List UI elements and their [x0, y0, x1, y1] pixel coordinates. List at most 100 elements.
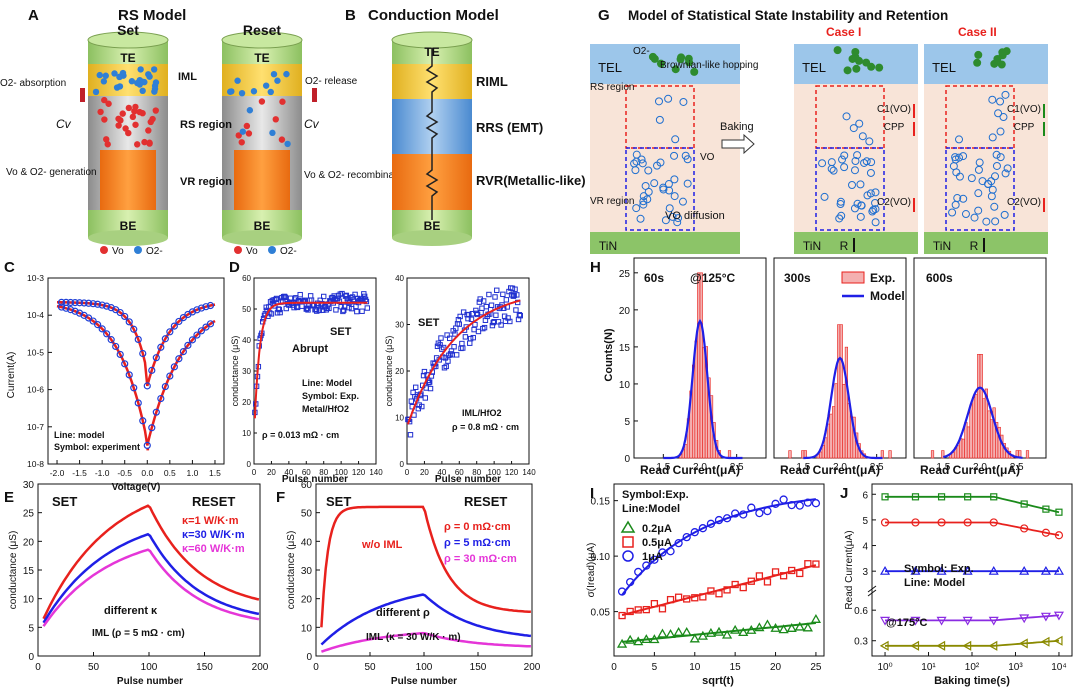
data-point	[788, 566, 796, 575]
o2-ion	[656, 59, 665, 68]
vo-vacancy	[871, 198, 880, 207]
data-point	[492, 294, 498, 300]
tick-label: 30	[242, 367, 251, 376]
data-point	[426, 379, 433, 385]
legend-symbol: Symbol: Exp.	[302, 391, 359, 401]
o2-ion	[152, 79, 160, 86]
data-point	[715, 590, 723, 598]
tick-label: 50	[364, 662, 376, 673]
data-point	[1041, 528, 1051, 537]
vo-vacancy	[836, 200, 845, 209]
tick-label: 0.0	[141, 468, 153, 478]
data-point	[440, 344, 447, 351]
tick-label: 0	[35, 662, 41, 673]
vo-vacancy	[650, 179, 659, 188]
vo-vacancy	[654, 97, 663, 106]
data-point	[779, 572, 788, 580]
data-point	[513, 307, 519, 313]
temp-label: @125°C	[690, 271, 736, 285]
histogram-bar	[819, 451, 823, 459]
legend-s1: 0.2μA	[642, 523, 672, 535]
tick-label: 10-6	[27, 385, 44, 395]
data-point	[723, 586, 731, 594]
tin-layer	[924, 232, 1048, 254]
vo-vacancy	[991, 217, 1000, 226]
series-lines	[42, 504, 260, 627]
data-point	[936, 640, 946, 651]
vo-vacancy	[1003, 164, 1012, 173]
data-point	[197, 327, 206, 335]
ion	[245, 130, 253, 137]
data-point	[483, 303, 490, 310]
data-point	[445, 358, 451, 364]
vr-box	[945, 147, 1015, 231]
o2-ion	[128, 78, 136, 85]
data-point	[626, 577, 635, 587]
tick-label: 2.5	[870, 462, 884, 473]
o2-ion	[274, 77, 281, 84]
data-point	[299, 303, 305, 309]
vo-vacancy	[868, 207, 877, 216]
different-k-label: different κ	[104, 605, 158, 617]
histogram-bar	[834, 383, 838, 459]
data-point	[881, 493, 889, 501]
axis-ticks: 0 5 10 15 20 25 0.05 0.10 0.15	[591, 497, 822, 673]
vo-vacancy	[992, 161, 1001, 170]
tick-label: 0	[405, 468, 410, 477]
vo-ion	[97, 108, 104, 116]
vo-vacancy	[835, 214, 844, 223]
histogram-bar	[842, 384, 846, 459]
cpp-label: CPP	[1014, 122, 1035, 133]
y-axis-label: conductance (μS)	[286, 531, 297, 610]
o2-ion	[875, 63, 884, 72]
data-point	[121, 360, 129, 368]
histogram-bar	[880, 450, 884, 459]
vo-vacancy	[855, 119, 864, 128]
vo-vacancy	[858, 132, 867, 141]
data-point	[467, 340, 473, 346]
tick-label: 140	[369, 468, 383, 477]
data-point	[103, 302, 111, 310]
histogram-bar	[930, 450, 935, 459]
vo-ion	[103, 136, 110, 143]
vo-vacancy	[671, 135, 680, 144]
tick-label: 1.0	[186, 468, 198, 478]
tick-label: 140	[522, 468, 536, 477]
data-point	[57, 303, 66, 311]
x-axis-label: Pulse number	[117, 676, 183, 687]
release-label: O2- release	[305, 76, 358, 87]
data-point	[408, 398, 415, 404]
data-point	[689, 633, 700, 643]
rs-region-label: RS region	[180, 119, 232, 131]
data-point	[479, 305, 485, 311]
data-point	[459, 340, 465, 347]
vo-vacancy	[999, 113, 1008, 122]
vo-label: VO	[700, 152, 715, 163]
data-point	[937, 493, 946, 501]
data-point	[184, 341, 192, 349]
legend-r3: ρ = 30 mΩ·cm	[444, 553, 517, 565]
histogram-bar	[844, 346, 849, 459]
o2-ion	[102, 72, 109, 79]
tick-label: 2.5	[730, 462, 744, 473]
o2-legend-icon	[268, 246, 276, 254]
tick-label: 1.5	[936, 462, 950, 473]
data-point	[277, 309, 283, 316]
data-point	[157, 394, 165, 403]
cpp-label: CPP	[884, 122, 905, 133]
tin-layer	[794, 232, 918, 254]
te-label: TE	[254, 51, 269, 65]
y-axis-label: Counts(N)	[603, 328, 615, 381]
panel-letter-c: C	[4, 259, 15, 276]
vo-vacancy	[853, 151, 862, 160]
legend-o2: O2-	[280, 246, 297, 257]
vo-diffusion-label: VO diffusion	[665, 210, 725, 222]
abrupt-label: Abrupt	[292, 343, 328, 355]
data-point	[1042, 505, 1050, 513]
data-point	[705, 627, 717, 637]
data-point	[731, 509, 740, 518]
histogram-bar	[702, 346, 706, 459]
data-point	[755, 572, 764, 580]
tick-label: 0	[400, 460, 405, 469]
data-point	[707, 587, 715, 595]
